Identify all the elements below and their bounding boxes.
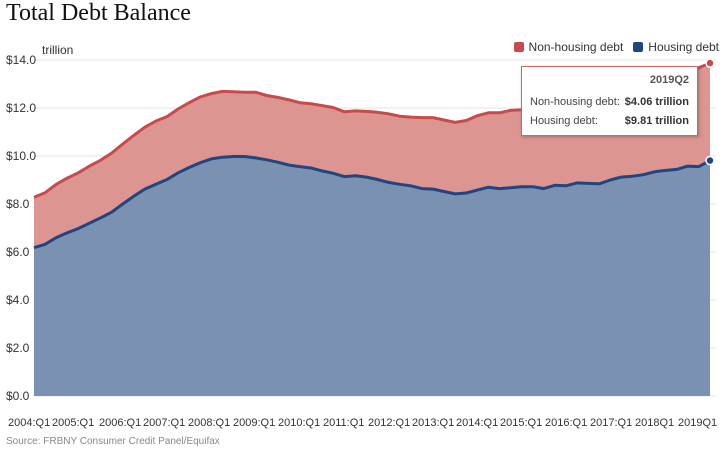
y-tick-label: $4.0 xyxy=(6,293,30,307)
x-tick-label: 2012:Q1 xyxy=(368,417,410,429)
x-tick-label: 2006:Q1 xyxy=(99,417,141,429)
x-tick-label: 2019Q1 xyxy=(678,417,717,429)
legend-item-housing[interactable]: Housing debt xyxy=(633,40,719,54)
y-tick-label: $10.0 xyxy=(6,149,36,163)
x-tick-label: 2015:Q1 xyxy=(500,417,542,429)
y-tick-label: $14.0 xyxy=(6,53,36,67)
x-tick-label: 2016:Q1 xyxy=(545,417,587,429)
legend-item-non-housing[interactable]: Non-housing debt xyxy=(513,40,624,54)
y-tick-label: $2.0 xyxy=(6,341,30,355)
tooltip-row-housing: Housing debt: $9.81 trillion xyxy=(530,115,689,127)
tooltip-label-housing: Housing debt: xyxy=(530,115,598,127)
tooltip-value-housing: $9.81 trillion xyxy=(624,115,689,127)
legend-swatch-housing xyxy=(633,42,644,52)
tooltip-value-non-housing: $4.06 trillion xyxy=(624,96,689,108)
chart-legend: Non-housing debt Housing debt xyxy=(513,40,719,54)
x-tick-label: 2014:Q1 xyxy=(456,417,498,429)
x-tick-label: 2009:Q1 xyxy=(233,417,275,429)
tooltip-row-non-housing: Non-housing debt: $4.06 trillion xyxy=(530,96,689,108)
legend-label-non-housing: Non-housing debt xyxy=(528,40,624,54)
x-tick-label: 2004:Q1 xyxy=(8,417,50,429)
x-tick-label: 2010:Q1 xyxy=(278,417,320,429)
y-tick-label: $12.0 xyxy=(6,101,36,115)
legend-swatch-non-housing xyxy=(513,42,524,52)
y-tick-label: $0.0 xyxy=(6,389,30,403)
tooltip-label-non-housing: Non-housing debt: xyxy=(530,96,620,108)
non-housing-hover-point xyxy=(705,58,715,68)
tooltip-date: 2019Q2 xyxy=(649,74,689,86)
x-tick-label: 2007:Q1 xyxy=(143,417,185,429)
y-tick-label: $8.0 xyxy=(6,197,30,211)
x-tick-label: 2018Q1 xyxy=(635,417,674,429)
x-tick-label: 2011:Q1 xyxy=(323,417,364,429)
hover-tooltip: 2019Q2 Non-housing debt: $4.06 trillion … xyxy=(521,66,698,136)
housing-line xyxy=(33,155,711,250)
housing-area xyxy=(34,156,710,396)
legend-label-housing: Housing debt xyxy=(648,40,719,54)
source-note: Source: FRBNY Consumer Credit Panel/Equi… xyxy=(6,436,220,447)
y-unit-label: trillion xyxy=(42,43,74,57)
housing-hover-point xyxy=(705,155,715,166)
x-tick-label: 2008:Q1 xyxy=(188,417,230,429)
x-tick-label: 2017:Q1 xyxy=(590,417,632,429)
x-tick-label: 2013:Q1 xyxy=(412,417,454,429)
y-tick-label: $6.0 xyxy=(6,245,30,259)
x-tick-label: 2005:Q1 xyxy=(52,417,94,429)
chart-title: Total Debt Balance xyxy=(6,0,191,26)
